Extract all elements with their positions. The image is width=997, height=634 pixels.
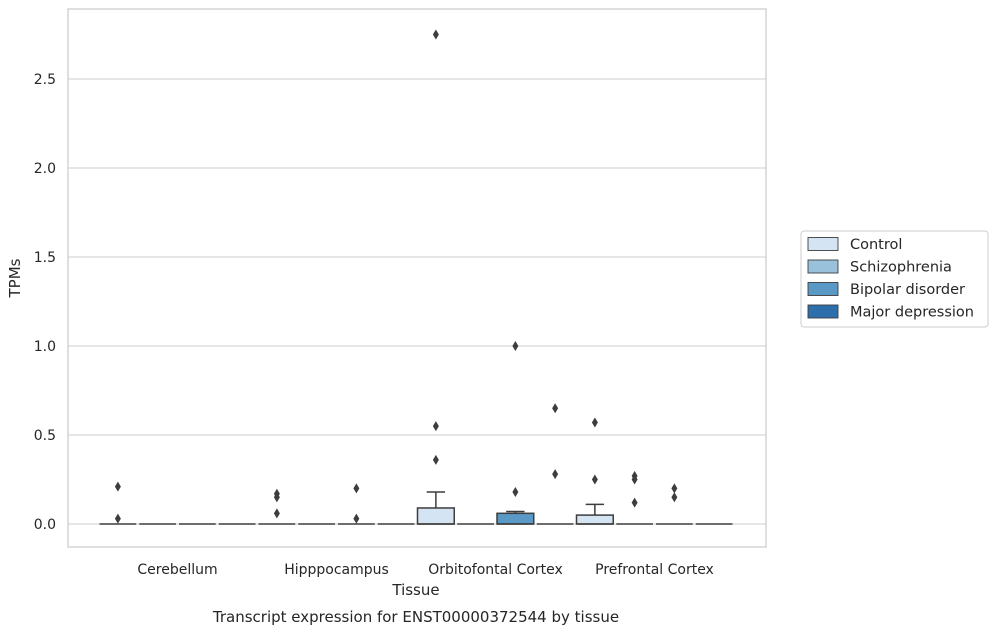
y-tick-label: 0.0 xyxy=(34,517,56,533)
y-tick-label: 0.5 xyxy=(34,428,56,444)
y-tick-labels: 0.0 0.5 1.0 1.5 2.0 2.5 xyxy=(34,72,56,533)
outlier-point xyxy=(432,29,439,40)
y-axis-title: TPMs xyxy=(6,258,24,298)
legend-label: Bipolar disorder xyxy=(850,282,965,298)
outlier-point xyxy=(273,508,280,519)
x-tick-label: Orbitofontal Cortex xyxy=(428,562,563,578)
outlier-point xyxy=(432,421,439,432)
legend: Control Schizophrenia Bipolar disorder Majo… xyxy=(800,230,989,328)
gridlines xyxy=(68,78,766,525)
outlier-point xyxy=(631,474,638,485)
outlier-point xyxy=(273,492,280,503)
legend-swatch xyxy=(807,304,839,319)
legend-swatch xyxy=(807,237,839,251)
legend-swatch xyxy=(807,259,839,274)
x-tick-label: Prefrontal Cortex xyxy=(595,562,714,578)
legend-frame xyxy=(800,230,989,328)
outlier-point xyxy=(552,469,559,480)
outlier-point xyxy=(591,417,598,428)
box-bipolar-disorder xyxy=(496,341,535,525)
legend-label: Schizophrenia xyxy=(850,260,952,276)
outlier-point xyxy=(114,513,121,524)
y-tick-label: 1.5 xyxy=(34,250,56,266)
outlier-point xyxy=(114,481,121,492)
outlier-point xyxy=(432,454,439,465)
box-body xyxy=(496,512,535,525)
x-tick-labels: Cerebellum Hipppocampus Orbitofontal Corte… xyxy=(137,562,713,578)
outlier-point xyxy=(353,513,360,524)
y-tick-label: 2.5 xyxy=(34,72,56,88)
y-tick-label: 2.0 xyxy=(34,161,56,177)
legend-label: Major depression xyxy=(850,305,974,321)
box-major-depression xyxy=(536,403,574,525)
box-control xyxy=(99,481,137,525)
box-body xyxy=(416,507,455,525)
outlier-point xyxy=(671,492,678,503)
outlier-point xyxy=(552,403,559,414)
box-body xyxy=(575,514,614,525)
x-tick-label: Cerebellum xyxy=(137,562,217,578)
outlier-point xyxy=(671,483,678,494)
box-bipolar-disorder xyxy=(656,483,693,525)
box-control xyxy=(416,29,455,525)
box-bipolar-disorder xyxy=(338,483,375,525)
box-control xyxy=(575,417,614,525)
outlier-point xyxy=(591,474,598,485)
x-tick-label: Hipppocampus xyxy=(284,562,389,578)
outlier-point xyxy=(353,483,360,494)
y-tick-label: 1.0 xyxy=(34,339,56,355)
outlier-point xyxy=(512,486,519,497)
chart-caption: Transcript expression for ENST0000037254… xyxy=(212,608,619,626)
outlier-point xyxy=(631,497,638,508)
box-layer xyxy=(99,29,733,525)
plot-frame xyxy=(67,8,767,548)
legend-swatch xyxy=(807,282,839,296)
outlier-point xyxy=(512,341,519,351)
x-axis-title: Tissue xyxy=(391,581,439,599)
box-control xyxy=(258,488,296,525)
box-schizophrenia xyxy=(616,470,653,525)
legend-label: Control xyxy=(850,237,902,253)
